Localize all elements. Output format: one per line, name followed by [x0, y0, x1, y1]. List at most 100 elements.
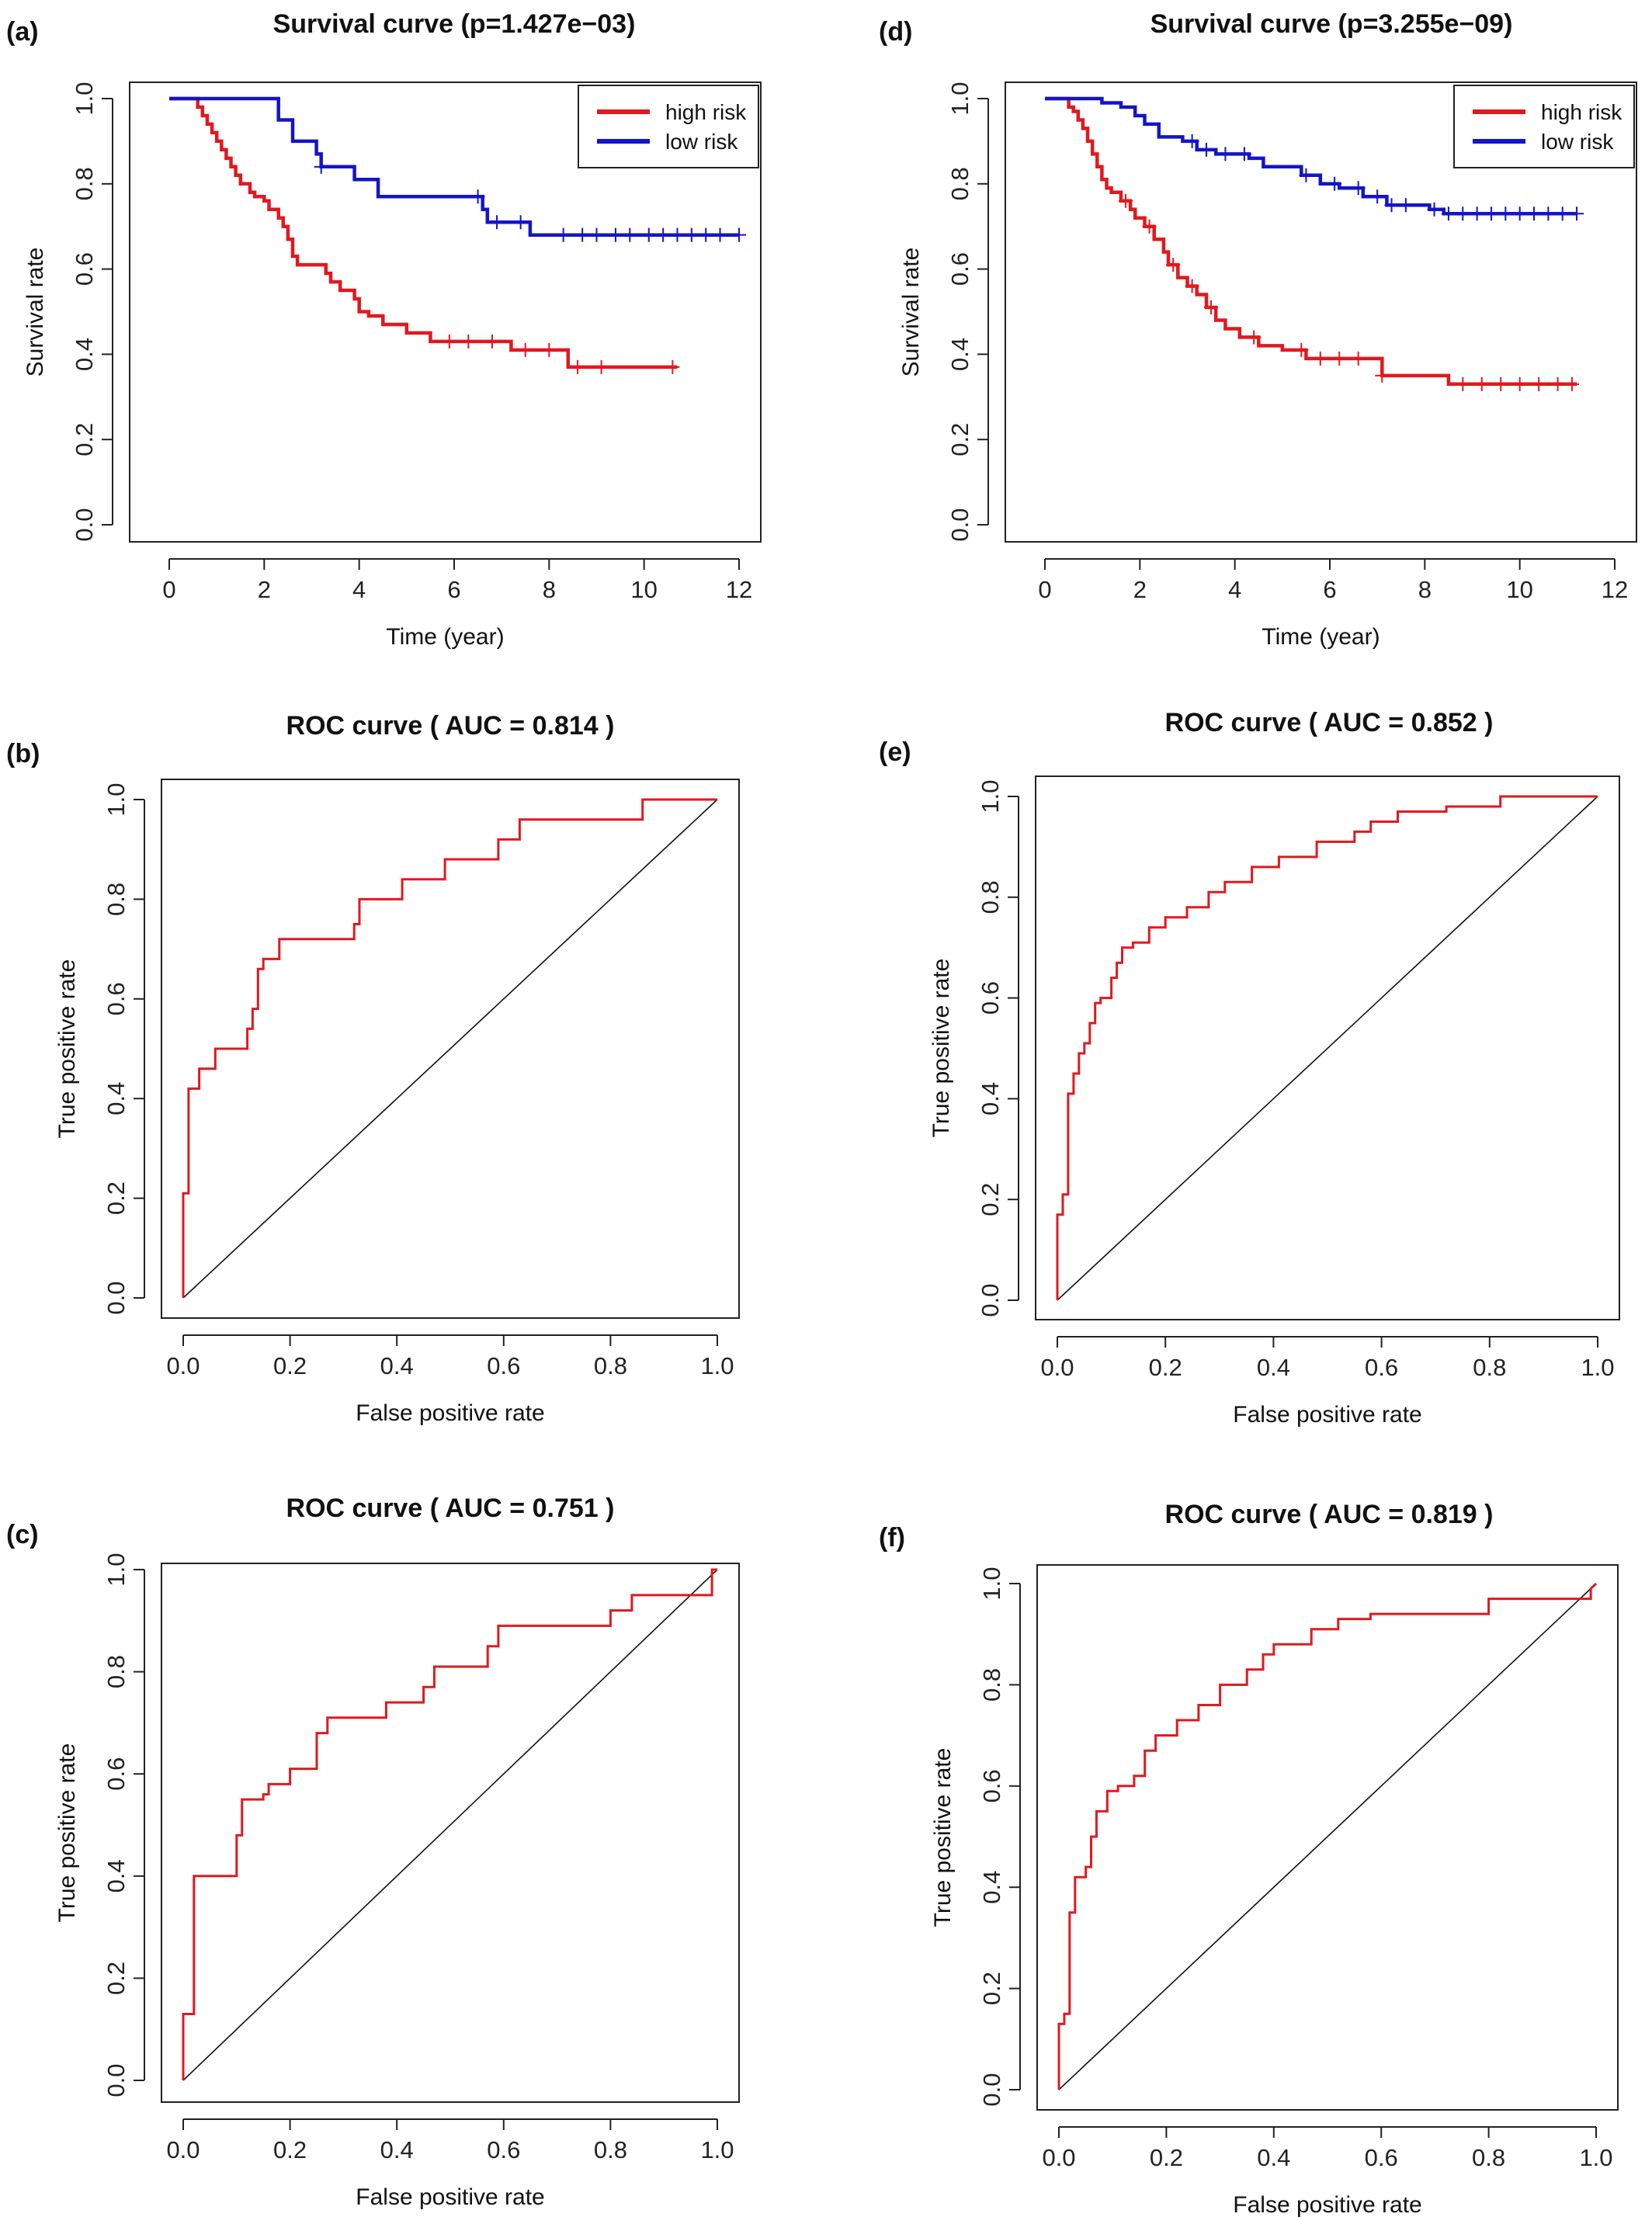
censor-mark [556, 227, 571, 242]
x-tick-label: 6 [1323, 576, 1336, 603]
y-tick-label: 1.0 [977, 779, 1004, 813]
y-axis-title: True positive rate [928, 959, 954, 1138]
plot-frame [161, 1563, 740, 2103]
x-tick-label: 0.6 [1365, 1354, 1398, 1381]
censor-mark [608, 227, 623, 242]
x-tick-label: 4 [352, 576, 366, 603]
y-tick-label: 0.0 [102, 2063, 130, 2097]
x-tick-label: 4 [1228, 576, 1241, 603]
censor-mark [1299, 168, 1314, 182]
panel-letter: (c) [6, 1520, 39, 1549]
y-tick-label: 0.2 [102, 1962, 130, 1995]
legend-entry-label: low risk [665, 130, 738, 154]
censor-mark [1427, 202, 1442, 217]
legend-entry-label: high risk [665, 100, 747, 124]
chart-panel-f: (f) ROC curve ( AUC = 0.819 ) 0.0 0.2 0.4 0.6… [879, 1500, 1619, 2217]
censor-mark [1328, 176, 1342, 191]
y-tick-label: 0.6 [102, 982, 130, 1015]
x-tick-label: 1.0 [700, 1352, 734, 1379]
x-tick-label: 0.8 [1472, 2144, 1505, 2171]
censor-mark [442, 334, 456, 349]
censor-mark [1118, 193, 1133, 208]
chart-panel-d: (d) Survival curve (p=3.255e−09) 0 2 4 6 8 10 12… [879, 9, 1637, 650]
legend-box [1453, 85, 1635, 168]
chart-title: ROC curve ( AUC = 0.819 ) [1165, 1500, 1494, 1529]
chart-panel-b: (b) ROC curve ( AUC = 0.814 ) 0.0 0.2 0.4 0.6… [6, 711, 740, 1426]
chart-title: ROC curve ( AUC = 0.751 ) [286, 1494, 615, 1523]
x-axis-title: Time (year) [386, 624, 504, 650]
x-tick-label: 8 [1418, 576, 1432, 603]
survival-curve-high-risk [1045, 96, 1577, 387]
censor-mark [1247, 330, 1262, 345]
y-tick-label: 0.8 [71, 167, 98, 200]
y-tick-label: 0.0 [71, 508, 98, 541]
x-tick-label: 1.0 [700, 2136, 734, 2163]
plot-frame [1036, 1564, 1619, 2111]
censor-mark [1527, 206, 1542, 221]
x-tick-label: 0.4 [380, 2136, 414, 2163]
y-tick-label: 1.0 [102, 1553, 130, 1586]
chart-panel-e: (e) ROC curve ( AUC = 0.852 ) 0.0 0.2 0.4 0.6… [879, 708, 1620, 1428]
censor-mark [641, 227, 656, 242]
censor-mark [490, 215, 505, 230]
x-tick-label: 0.8 [1473, 1354, 1506, 1381]
censor-mark [1456, 376, 1470, 391]
x-tick-label: 1.0 [1581, 1354, 1614, 1381]
y-tick-label: 0.4 [102, 1082, 130, 1115]
x-tick-label: 0.2 [1149, 1354, 1182, 1381]
censor-mark [594, 359, 609, 374]
censor-mark [575, 227, 590, 242]
censor-mark [470, 189, 485, 204]
x-tick-label: 6 [447, 576, 460, 603]
y-tick-label: 0.2 [71, 423, 98, 456]
censor-mark [684, 227, 699, 242]
x-tick-label: 2 [258, 576, 271, 603]
legend-entry-label: low risk [1541, 130, 1614, 154]
censor-mark [656, 227, 671, 242]
censor-mark [1351, 181, 1366, 196]
censor-mark [1456, 206, 1470, 221]
panel-letter: (f) [879, 1523, 905, 1553]
censor-mark [1498, 206, 1513, 221]
chart-panel-c: (c) ROC curve ( AUC = 0.751 ) 0.0 0.2 0.4 0.6… [6, 1494, 740, 2210]
plot-frame [1005, 82, 1637, 543]
censor-mark [1441, 206, 1456, 221]
x-tick-label: 0.2 [273, 1352, 307, 1379]
x-tick-label: 0 [162, 576, 175, 603]
x-tick-label: 0.6 [1365, 2144, 1398, 2171]
x-tick-label: 0.0 [1042, 2144, 1075, 2171]
y-tick-label: 0.6 [978, 1769, 1005, 1802]
panel-letter: (a) [6, 17, 39, 47]
censor-mark [589, 227, 604, 242]
roc-curve [182, 1568, 717, 2080]
x-tick-label: 10 [1506, 576, 1532, 603]
censor-mark [713, 227, 727, 242]
censor-mark [1398, 198, 1413, 213]
censor-mark [670, 227, 685, 242]
x-axis-title: Time (year) [1262, 624, 1380, 650]
censor-mark [665, 359, 680, 374]
censor-mark [1332, 351, 1347, 366]
censor-mark [1512, 376, 1527, 391]
y-tick-label: 0.2 [102, 1181, 130, 1215]
censor-mark [1313, 351, 1328, 366]
x-tick-label: 0.0 [1040, 1354, 1074, 1381]
diagonal-reference-line [182, 799, 718, 1299]
censor-mark [1550, 376, 1565, 391]
censor-mark [484, 334, 499, 349]
censor-mark [623, 227, 637, 242]
x-axis-title: False positive rate [1233, 1402, 1421, 1428]
censor-mark [1351, 351, 1366, 366]
y-tick-label: 0.8 [102, 883, 130, 916]
plot-frame [129, 82, 762, 543]
censor-mark [1237, 147, 1251, 161]
x-tick-label: 0.4 [380, 1352, 414, 1379]
censor-mark [1470, 206, 1484, 221]
x-tick-label: 1.0 [1579, 2144, 1612, 2171]
y-tick-label: 0.0 [978, 2073, 1005, 2106]
y-axis-title: True positive rate [54, 959, 80, 1139]
y-tick-label: 1.0 [978, 1566, 1005, 1600]
y-tick-label: 0.8 [978, 1668, 1005, 1702]
panel-letter: (e) [879, 737, 911, 767]
